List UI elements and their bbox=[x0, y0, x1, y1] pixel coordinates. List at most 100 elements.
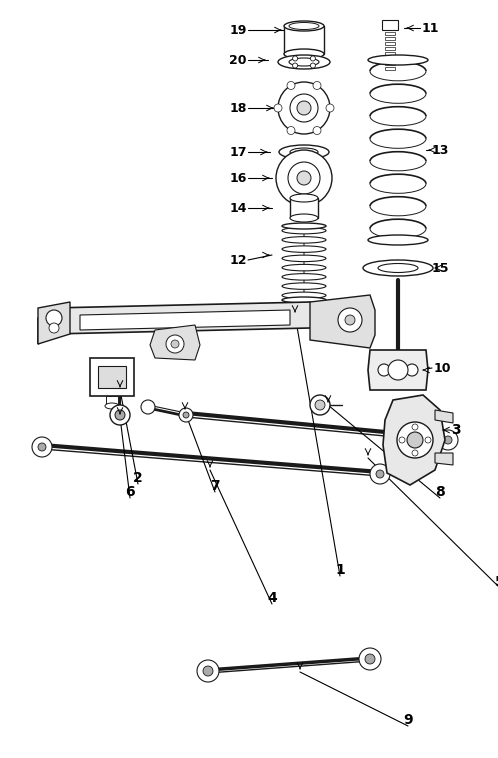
Circle shape bbox=[378, 364, 390, 376]
Circle shape bbox=[287, 81, 295, 89]
Polygon shape bbox=[38, 302, 70, 344]
Text: 12: 12 bbox=[229, 253, 247, 267]
Bar bbox=[385, 57, 395, 60]
Text: 15: 15 bbox=[431, 262, 449, 274]
Circle shape bbox=[345, 315, 355, 325]
Text: 3: 3 bbox=[451, 423, 461, 437]
Circle shape bbox=[425, 437, 431, 443]
Circle shape bbox=[293, 63, 298, 68]
Circle shape bbox=[32, 437, 52, 457]
Ellipse shape bbox=[282, 283, 326, 290]
Circle shape bbox=[38, 443, 46, 451]
Text: 14: 14 bbox=[229, 202, 247, 215]
Circle shape bbox=[297, 101, 311, 115]
Circle shape bbox=[203, 666, 213, 676]
Ellipse shape bbox=[282, 297, 326, 303]
Circle shape bbox=[406, 364, 418, 376]
Circle shape bbox=[399, 437, 405, 443]
Circle shape bbox=[183, 412, 189, 418]
Bar bbox=[284, 26, 324, 54]
Polygon shape bbox=[383, 395, 445, 485]
Circle shape bbox=[110, 405, 130, 425]
Circle shape bbox=[290, 94, 318, 122]
Bar bbox=[385, 52, 395, 55]
Text: 11: 11 bbox=[421, 21, 439, 35]
Text: 8: 8 bbox=[435, 485, 445, 499]
Circle shape bbox=[179, 408, 193, 422]
Bar bbox=[290, 198, 318, 218]
Circle shape bbox=[197, 660, 219, 682]
Circle shape bbox=[444, 436, 452, 444]
Text: 19: 19 bbox=[229, 23, 247, 36]
Circle shape bbox=[297, 171, 311, 185]
Ellipse shape bbox=[290, 214, 318, 222]
Bar bbox=[106, 396, 118, 406]
Circle shape bbox=[293, 56, 298, 61]
Polygon shape bbox=[150, 325, 200, 360]
Bar bbox=[385, 37, 395, 40]
Polygon shape bbox=[310, 295, 375, 348]
Ellipse shape bbox=[368, 235, 428, 245]
Polygon shape bbox=[435, 453, 453, 465]
Circle shape bbox=[326, 104, 334, 112]
Text: 1: 1 bbox=[335, 563, 345, 577]
Text: 10: 10 bbox=[433, 362, 451, 374]
Ellipse shape bbox=[368, 55, 428, 65]
Circle shape bbox=[274, 104, 282, 112]
Text: 9: 9 bbox=[403, 713, 413, 727]
Text: 2: 2 bbox=[133, 471, 143, 485]
Text: 20: 20 bbox=[229, 54, 247, 67]
Ellipse shape bbox=[279, 145, 329, 159]
Circle shape bbox=[49, 323, 59, 333]
Circle shape bbox=[313, 127, 321, 134]
Ellipse shape bbox=[282, 236, 326, 243]
Circle shape bbox=[438, 430, 458, 450]
Bar bbox=[98, 366, 126, 388]
Ellipse shape bbox=[282, 227, 326, 234]
Bar bbox=[385, 67, 395, 70]
Circle shape bbox=[278, 82, 330, 134]
Circle shape bbox=[46, 310, 62, 326]
Polygon shape bbox=[80, 310, 290, 330]
Circle shape bbox=[370, 464, 390, 484]
Ellipse shape bbox=[282, 223, 326, 229]
Polygon shape bbox=[368, 350, 428, 390]
Text: 5: 5 bbox=[495, 575, 498, 589]
Circle shape bbox=[171, 340, 179, 348]
Circle shape bbox=[141, 400, 155, 414]
Polygon shape bbox=[38, 302, 350, 344]
Circle shape bbox=[310, 395, 330, 415]
Circle shape bbox=[288, 162, 320, 194]
Circle shape bbox=[115, 410, 125, 420]
Circle shape bbox=[276, 150, 332, 206]
Ellipse shape bbox=[289, 58, 319, 66]
Circle shape bbox=[407, 432, 423, 448]
Ellipse shape bbox=[284, 49, 324, 59]
Ellipse shape bbox=[282, 246, 326, 252]
Text: 4: 4 bbox=[267, 591, 277, 605]
Ellipse shape bbox=[282, 292, 326, 299]
Ellipse shape bbox=[282, 265, 326, 271]
Ellipse shape bbox=[363, 260, 433, 276]
Circle shape bbox=[412, 424, 418, 430]
Bar bbox=[385, 32, 395, 35]
Circle shape bbox=[310, 63, 315, 68]
Ellipse shape bbox=[282, 274, 326, 280]
Circle shape bbox=[338, 308, 362, 332]
Bar bbox=[90, 358, 134, 396]
Bar bbox=[385, 42, 395, 45]
Circle shape bbox=[287, 127, 295, 134]
Circle shape bbox=[376, 470, 384, 478]
Text: 18: 18 bbox=[229, 102, 247, 114]
Ellipse shape bbox=[105, 403, 119, 409]
Circle shape bbox=[313, 81, 321, 89]
Text: 7: 7 bbox=[210, 479, 220, 493]
Circle shape bbox=[359, 648, 381, 670]
Circle shape bbox=[315, 400, 325, 410]
Ellipse shape bbox=[290, 148, 318, 156]
Text: 16: 16 bbox=[229, 171, 247, 184]
Ellipse shape bbox=[289, 23, 319, 30]
Circle shape bbox=[388, 360, 408, 380]
Ellipse shape bbox=[278, 55, 330, 69]
Circle shape bbox=[397, 422, 433, 458]
